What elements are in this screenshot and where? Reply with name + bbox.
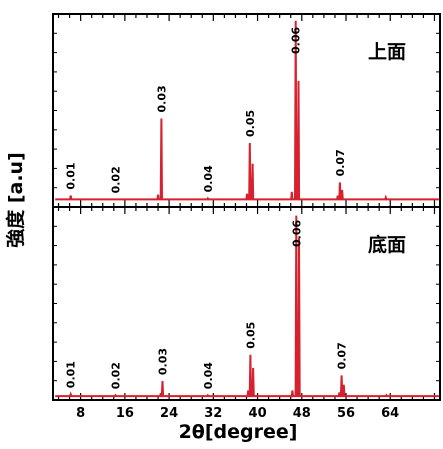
peak-label: 0.02 xyxy=(110,166,123,193)
panel-1: 0.01 0.02 0.03 0.04 0.05 0.06 0.07 上面 xyxy=(52,13,441,208)
peak-label: 0.01 xyxy=(65,361,78,388)
peak-label: 0.07 xyxy=(336,342,349,369)
x-tick-label: 16 xyxy=(116,406,134,421)
panel-2: 0.01 0.02 0.03 0.04 0.05 0.06 0.07 底面 xyxy=(52,206,441,401)
peak-label: 0.07 xyxy=(334,149,347,176)
peak-label: 0.04 xyxy=(202,165,215,192)
peak-label: 0.06 xyxy=(290,27,303,54)
x-tick-label: 48 xyxy=(293,406,311,421)
peak-label: 0.06 xyxy=(290,220,303,247)
x-tick-label: 8 xyxy=(76,406,85,421)
spectrum-line xyxy=(55,20,439,201)
x-tick-label: 56 xyxy=(337,406,355,421)
x-tick-label: 40 xyxy=(249,406,267,421)
x-axis-title: 2θ[degree] xyxy=(179,421,298,443)
x-ticks-layer: 8 16 24 32 40 48 56 64 xyxy=(76,406,399,421)
peak-label: 0.03 xyxy=(157,348,170,375)
peak-label: 0.01 xyxy=(65,162,78,189)
x-tick-label: 24 xyxy=(160,406,178,421)
y-axis-title: 強度 [a.u] xyxy=(4,152,27,248)
peak-label: 0.05 xyxy=(244,322,257,349)
peak-label: 0.04 xyxy=(202,362,215,389)
panel-label: 上面 xyxy=(368,41,406,63)
panel-label: 底面 xyxy=(368,233,406,256)
peak-label: 0.03 xyxy=(155,85,168,112)
peak-label: 0.02 xyxy=(110,362,123,389)
x-tick-label: 64 xyxy=(381,406,399,421)
spectrum-line xyxy=(55,215,439,398)
peak-label: 0.05 xyxy=(244,110,257,137)
x-tick-label: 32 xyxy=(204,406,222,421)
